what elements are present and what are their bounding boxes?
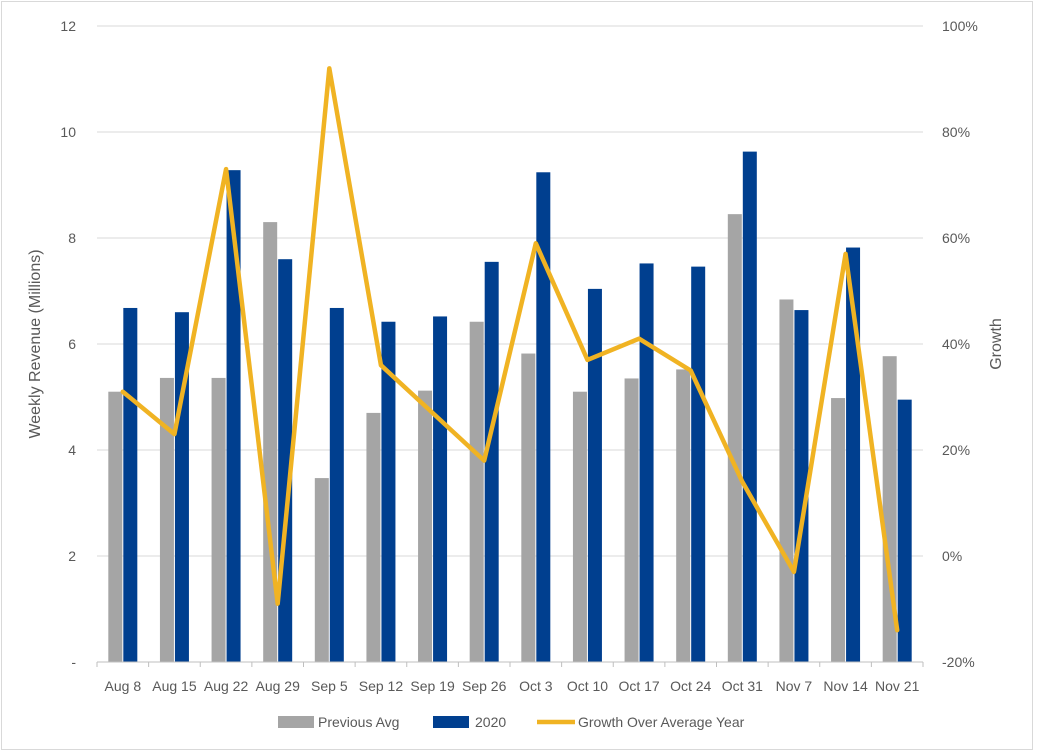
x-tick-label: Aug 15 [152,678,197,694]
y-right-axis-title: Growth [988,318,1005,370]
y-left-tick-label: 4 [68,442,76,458]
y-left-tick-label: 10 [60,124,76,140]
bar-2020 [691,266,706,662]
y-right-tick-label: 0% [942,548,962,564]
y-right-tick-label: 20% [942,442,970,458]
x-tick-label: Oct 31 [722,678,763,694]
x-tick-label: Aug 22 [204,678,249,694]
y-right-tick-label: 40% [942,336,970,352]
bar-previous-avg [418,390,433,662]
y-right-tick-label: 60% [942,230,970,246]
x-tick-label: Aug 29 [256,678,301,694]
bar-previous-avg [831,398,846,662]
bar-previous-avg [572,391,587,662]
bar-previous-avg [676,369,691,662]
bar-2020 [174,312,189,662]
x-tick-label: Sep 12 [359,678,404,694]
legend-swatch-previous-avg [278,716,314,728]
bar-previous-avg [314,478,329,662]
y-right-tick-label: 100% [942,18,978,34]
bar-2020 [897,399,912,662]
bar-2020 [329,307,344,662]
legend-swatch-2020 [433,716,469,728]
legend-label-2020: 2020 [475,714,506,730]
x-tick-label: Oct 10 [567,678,608,694]
y-left-tick-label: - [71,654,76,670]
bar-previous-avg [159,377,174,662]
x-tick-label: Sep 19 [410,678,455,694]
bar-2020 [846,247,861,663]
legend-label-previous-avg: Previous Avg [318,714,399,730]
y-left-tick-label: 6 [68,336,76,352]
bar-previous-avg [521,353,536,662]
bar-2020 [226,170,241,662]
x-tick-label: Nov 14 [823,678,868,694]
bar-2020 [123,307,138,662]
y-left-axis-title: Weekly Revenue (Millions) [27,249,44,438]
bar-previous-avg [779,299,794,662]
bar-2020 [484,261,499,662]
y-right-tick-label: 80% [942,124,970,140]
bar-previous-avg [624,378,639,662]
growth-line [120,66,900,633]
bar-previous-avg [727,214,742,662]
x-tick-label: Aug 8 [105,678,142,694]
bar-2020 [536,172,551,662]
x-tick-label: Oct 17 [618,678,659,694]
bar-previous-avg [211,377,226,662]
bar-2020 [587,288,602,662]
x-tick-label: Nov 7 [776,678,813,694]
bar-2020 [381,321,396,662]
bar-2020 [794,310,809,662]
y-left-tick-label: 12 [60,18,76,34]
x-tick-label: Sep 5 [311,678,348,694]
bar-2020 [639,263,654,662]
bar-2020 [742,151,757,663]
x-tick-label: Nov 21 [875,678,920,694]
bar-previous-avg [366,412,381,662]
y-left-tick-label: 2 [68,548,76,564]
y-right-tick-label: -20% [942,654,975,670]
bar-previous-avg [469,321,484,662]
legend-label-growth: Growth Over Average Year [578,714,745,730]
y-left-tick-label: 8 [68,230,76,246]
x-tick-label: Oct 3 [519,678,553,694]
x-tick-label: Oct 24 [670,678,711,694]
bar-previous-avg [108,391,123,662]
x-tick-label: Sep 26 [462,678,507,694]
bar-2020 [433,316,448,662]
